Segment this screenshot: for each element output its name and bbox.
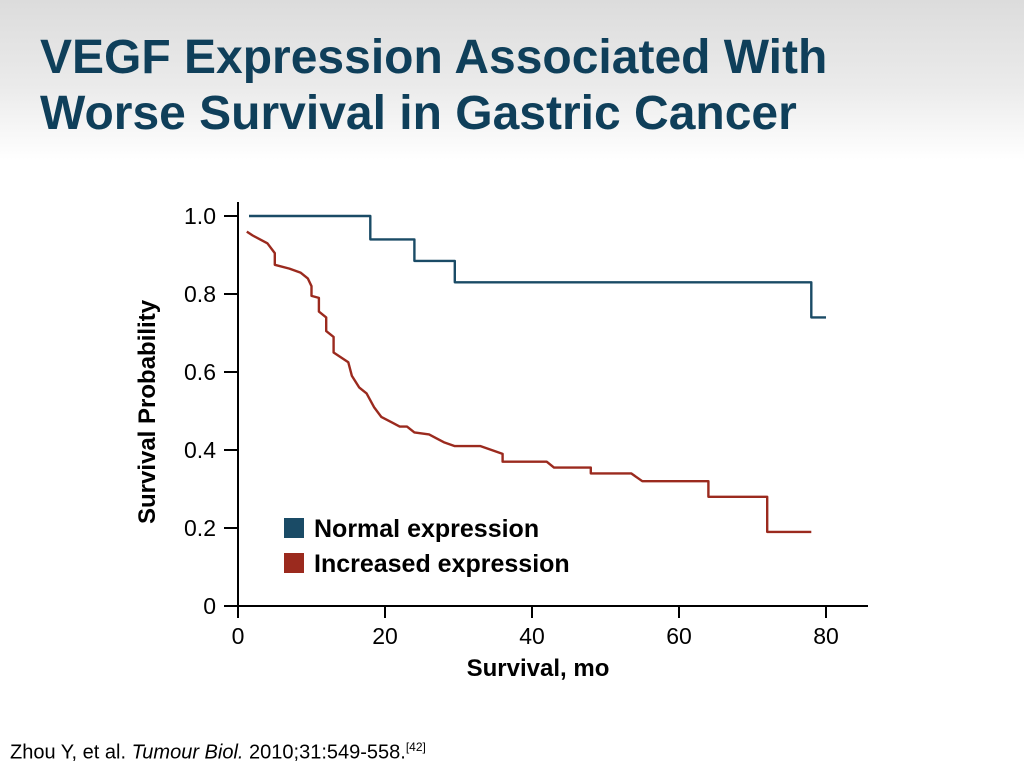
x-tick-label: 60	[666, 623, 692, 649]
normal-expression-line	[249, 214, 826, 319]
y-tick-label: 0.6	[184, 359, 216, 385]
slide-title: VEGF Expression Associated With Worse Su…	[40, 30, 1000, 142]
x-tick-label: 80	[813, 623, 839, 649]
x-tick-label: 0	[232, 623, 245, 649]
legend-label-increased: Increased expression	[314, 550, 570, 578]
legend-label-normal: Normal expression	[314, 515, 539, 543]
citation: Zhou Y, et al. Tumour Biol. 2010;31:549-…	[10, 740, 426, 765]
increased-expression-line	[246, 230, 812, 534]
y-axis-label: Survival Probability	[134, 299, 161, 524]
axes	[237, 202, 868, 607]
citation-details: 2010;31:549-558.	[249, 741, 406, 764]
citation-ref: [42]	[405, 740, 426, 754]
y-tick-label: 0.4	[184, 437, 216, 463]
title-line-1: VEGF Expression Associated With	[40, 31, 828, 84]
title-band	[0, 0, 1024, 160]
legend: Normal expression Increased expression	[284, 515, 570, 578]
y-tick-label: 0.2	[184, 515, 216, 541]
y-tick-label: 0	[203, 593, 216, 619]
ticks: 0 0.2 0.4 0.6 0.8 1.0 0 20 40 60 80	[184, 203, 839, 649]
y-tick-label: 0.8	[184, 281, 216, 307]
citation-authors: Zhou Y, et al.	[10, 741, 127, 764]
legend-swatch-normal	[284, 518, 304, 538]
y-tick-label: 1.0	[184, 203, 216, 229]
x-tick-label: 20	[372, 623, 398, 649]
legend-swatch-increased	[284, 553, 304, 573]
citation-journal: Tumour Biol.	[131, 741, 244, 764]
title-line-2: Worse Survival in Gastric Cancer	[40, 87, 797, 140]
x-tick-label: 40	[519, 623, 545, 649]
x-axis-label: Survival, mo	[467, 655, 610, 682]
series-lines	[246, 214, 826, 534]
